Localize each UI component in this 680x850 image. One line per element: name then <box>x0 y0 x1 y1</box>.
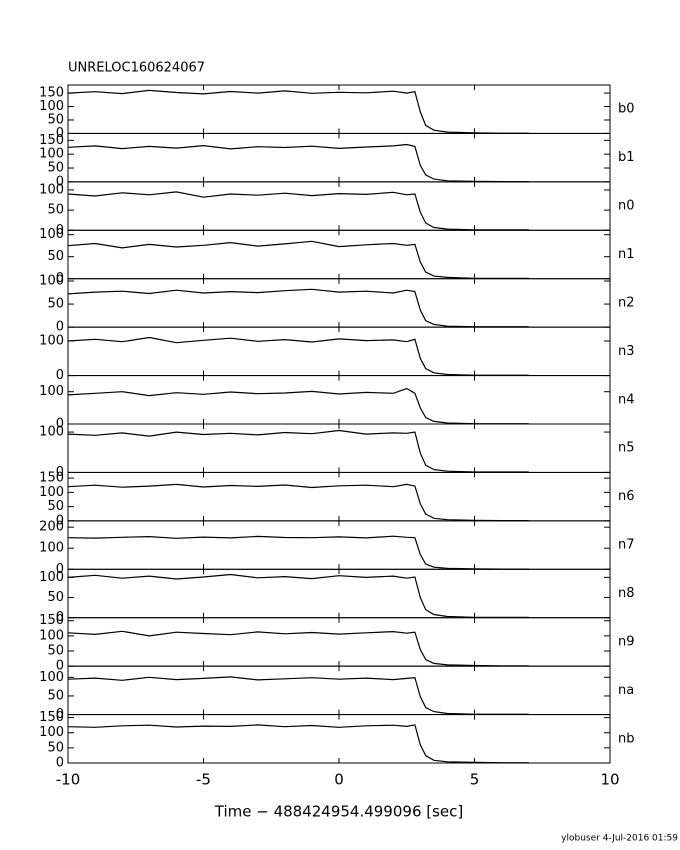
y-tick-label: 100 <box>39 274 64 289</box>
y-tick-label: 0 <box>56 610 64 625</box>
panel-label: na <box>618 683 634 698</box>
y-tick-label: 50 <box>47 688 64 703</box>
y-tick-label: 0 <box>56 707 64 722</box>
light-curve <box>67 676 529 715</box>
panel-frame <box>67 665 611 716</box>
light-curve <box>67 143 529 183</box>
y-tick-label: 0 <box>56 368 64 383</box>
x-tick-label: 10 <box>600 771 619 789</box>
y-tick-label: 100 <box>39 485 64 500</box>
panel-label: n5 <box>618 441 635 456</box>
y-tick-label: 50 <box>47 249 64 264</box>
y-tick-label: 0 <box>56 174 64 189</box>
panel-label: n7 <box>618 538 635 553</box>
y-tick-label: 50 <box>47 740 64 755</box>
x-tick-label: 0 <box>334 771 344 789</box>
light-curve <box>67 288 529 328</box>
light-curve <box>67 724 529 764</box>
panel-frame <box>67 520 611 570</box>
y-tick-label: 50 <box>47 203 64 218</box>
panel-frame <box>67 617 611 667</box>
panel-frame <box>67 181 611 231</box>
y-tick-label: 100 <box>39 670 64 685</box>
y-tick-label: 100 <box>39 425 64 440</box>
y-tick-label: 0 <box>56 513 64 528</box>
panel-label: n9 <box>618 634 635 649</box>
panel-frame <box>67 278 611 328</box>
panel-frame <box>67 326 611 377</box>
panel-frame <box>67 471 611 522</box>
panel-label: n3 <box>618 344 635 359</box>
x-axis-label: Time − 488424954.499096 [sec] <box>214 803 464 821</box>
panel-label: n4 <box>618 392 635 407</box>
y-tick-label: 100 <box>39 570 64 585</box>
y-tick-label: 0 <box>56 659 64 674</box>
y-tick-label: 100 <box>39 227 64 242</box>
y-tick-label: 50 <box>47 590 64 605</box>
y-tick-label: 150 <box>39 613 64 628</box>
y-tick-label: 150 <box>39 133 64 148</box>
light-curve <box>67 630 529 667</box>
panel-label: n2 <box>618 295 635 310</box>
y-tick-label: 150 <box>39 86 64 101</box>
y-tick-label: 0 <box>56 271 64 286</box>
light-curve <box>67 240 529 279</box>
panel-frame <box>67 423 611 473</box>
x-tick-label: -5 <box>196 771 211 789</box>
light-curve <box>67 573 529 618</box>
y-tick-label: 50 <box>47 161 64 176</box>
light-curve <box>67 483 529 522</box>
x-tick-label: -10 <box>56 771 81 789</box>
y-tick-label: 0 <box>56 562 64 577</box>
panel-label: n6 <box>618 489 635 504</box>
y-tick-label: 50 <box>47 112 64 127</box>
light-curve <box>67 89 529 134</box>
y-tick-label: 100 <box>39 182 64 197</box>
light-curve <box>67 387 529 425</box>
y-tick-label: 50 <box>47 297 64 312</box>
y-tick-label: 0 <box>56 756 64 771</box>
panel-frame <box>67 132 611 183</box>
chart-title: UNRELOC160624067 <box>68 61 205 76</box>
light-curve <box>67 191 529 231</box>
light-curve <box>67 429 529 473</box>
panel-label: b0 <box>618 102 635 117</box>
footer: ylobuser 4-Jul-2016 01:59 <box>561 834 678 844</box>
panel-label: b1 <box>618 150 635 165</box>
y-tick-label: 100 <box>39 147 64 162</box>
y-tick-label: 0 <box>56 465 64 480</box>
y-tick-label: 0 <box>56 320 64 335</box>
y-tick-label: 200 <box>39 520 64 535</box>
y-tick-label: 100 <box>39 628 64 643</box>
light-curve <box>67 535 529 570</box>
panel-frame <box>67 375 611 425</box>
y-tick-label: 150 <box>39 471 64 486</box>
y-tick-label: 100 <box>39 333 64 348</box>
panel-label: n8 <box>618 586 635 601</box>
y-tick-label: 150 <box>39 710 64 725</box>
y-tick-label: 100 <box>39 541 64 556</box>
y-tick-label: 100 <box>39 384 64 399</box>
panel-label: n0 <box>618 199 635 214</box>
y-tick-label: 100 <box>39 725 64 740</box>
panel-frame <box>67 229 611 280</box>
panel-label: nb <box>618 731 635 746</box>
panel-frame <box>67 714 611 764</box>
y-tick-label: 100 <box>39 99 64 114</box>
y-tick-label: 50 <box>47 644 64 659</box>
y-tick-label: 0 <box>56 417 64 432</box>
y-tick-label: 0 <box>56 126 64 141</box>
panel-label: n1 <box>618 247 635 262</box>
light-curve <box>67 336 529 376</box>
y-tick-label: 0 <box>56 223 64 238</box>
x-tick-label: 5 <box>470 771 480 789</box>
y-tick-label: 50 <box>47 499 64 514</box>
